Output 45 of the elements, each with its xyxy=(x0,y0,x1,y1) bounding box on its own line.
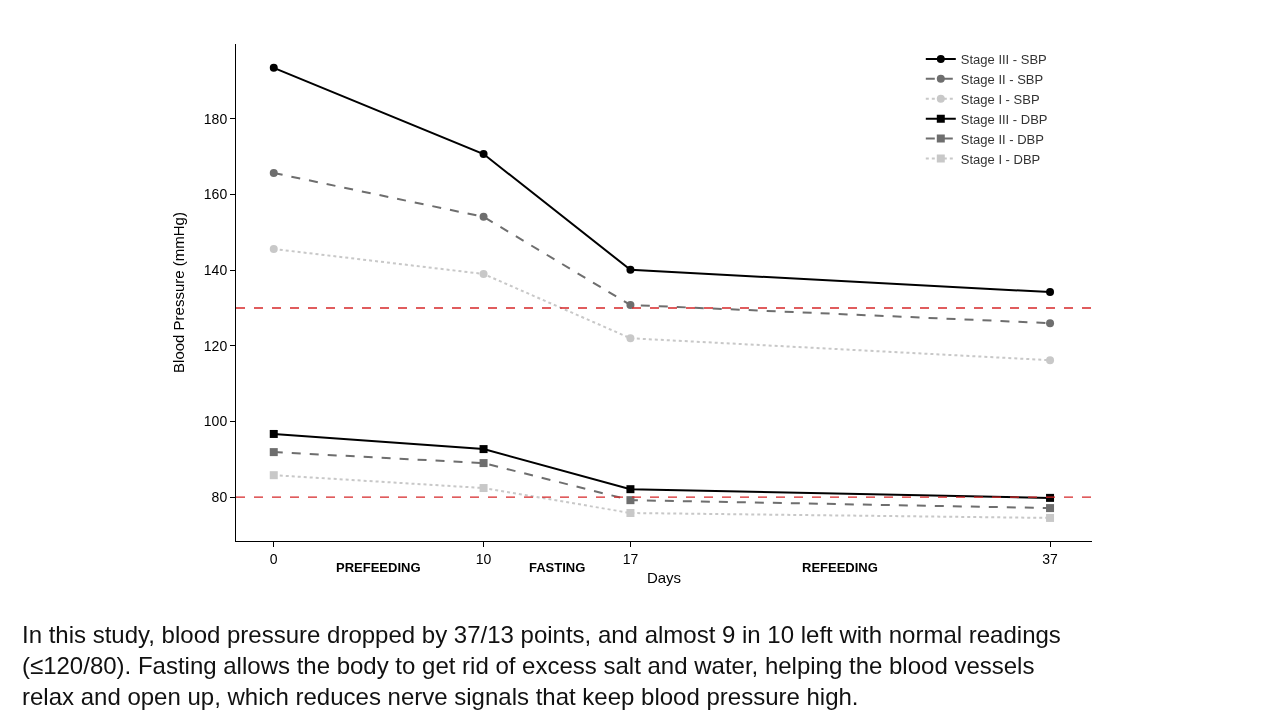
y-tick-label: 100 xyxy=(203,413,228,430)
point xyxy=(479,150,488,159)
y-tick-label: 160 xyxy=(203,186,228,203)
legend-label: Stage II - SBP xyxy=(960,71,1044,87)
point xyxy=(479,269,488,278)
point xyxy=(1046,288,1055,297)
point xyxy=(269,168,278,177)
point xyxy=(1046,356,1055,365)
legend-label: Stage II - DBP xyxy=(960,131,1044,147)
point xyxy=(626,334,635,343)
point xyxy=(269,471,278,480)
point xyxy=(479,459,488,468)
text: REFEEDING xyxy=(802,560,878,575)
x-tick-label: 37 xyxy=(1042,550,1059,567)
text: In this study, blood pressure dropped by 37/13 points, and almost 9 in 10 left with normal readings (≤120/80). Fasting allows the body to get rid of excess salt and water, helping the blood vessels relax and open up, which reduces nerve signals that keep blood pressure high. xyxy=(22,621,1061,711)
point xyxy=(626,496,635,505)
legend-label: Stage III - SBP xyxy=(960,52,1047,68)
y-tick-label: 180 xyxy=(203,110,228,127)
legend-label: Stage III - DBP xyxy=(960,111,1048,127)
point xyxy=(269,448,278,457)
point xyxy=(479,484,488,493)
point xyxy=(269,63,278,72)
point xyxy=(626,509,635,518)
point xyxy=(269,429,278,438)
point xyxy=(626,300,635,309)
y-tick-label: 120 xyxy=(203,337,228,354)
point xyxy=(1046,319,1055,328)
point xyxy=(626,265,635,274)
x-tick-label: 10 xyxy=(475,550,492,567)
point xyxy=(479,212,488,221)
y-tick-label: 140 xyxy=(203,262,228,279)
legend-label: Stage I - SBP xyxy=(960,91,1040,107)
x-tick-label: 17 xyxy=(622,550,639,567)
point xyxy=(269,245,278,253)
point xyxy=(1046,513,1055,522)
point xyxy=(479,445,488,454)
legend-label: Stage I - DBP xyxy=(960,151,1041,167)
point xyxy=(626,485,635,494)
y-axis-title: Blood Pressure (mmHg) xyxy=(170,212,188,373)
x-tick-label: 0 xyxy=(269,550,278,567)
point xyxy=(1046,504,1055,513)
text: PREFEEDING xyxy=(336,560,421,575)
y-tick-label: 80 xyxy=(211,489,228,506)
x-axis-title: Days xyxy=(646,568,682,586)
text: FASTING xyxy=(529,560,586,575)
